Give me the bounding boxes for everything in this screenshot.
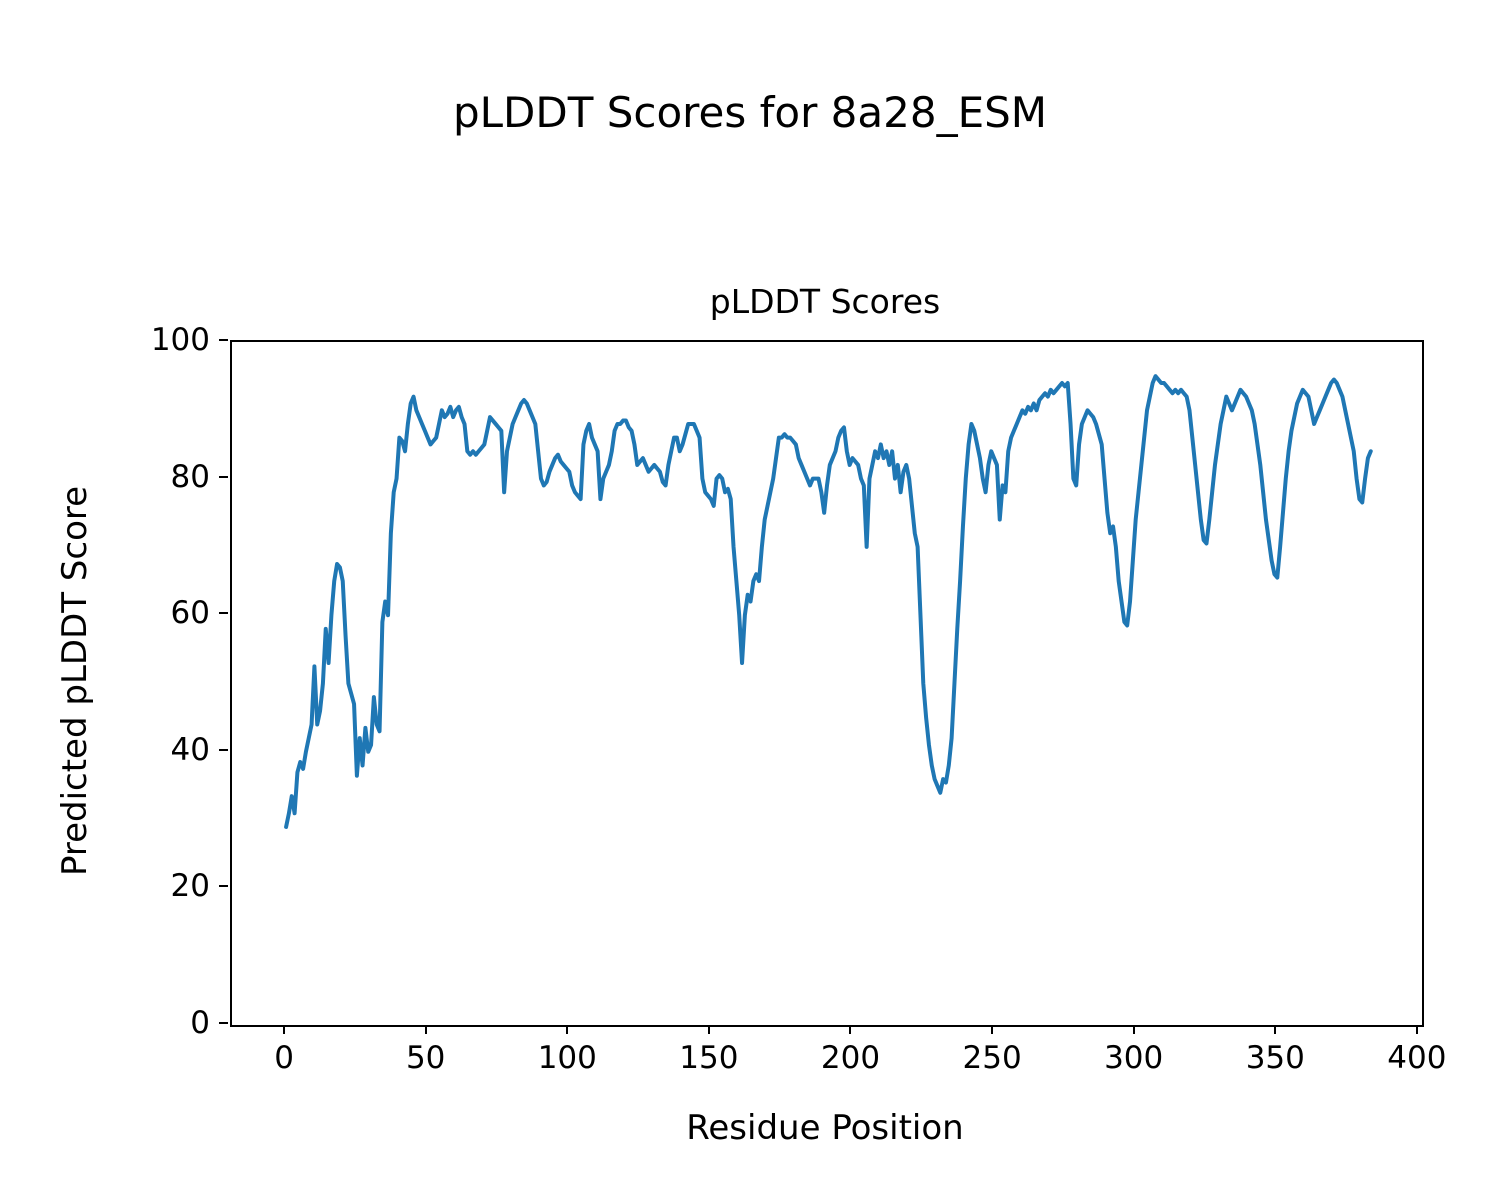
- y-tick-mark: [219, 1022, 228, 1024]
- x-tick-label: 100: [537, 1040, 597, 1076]
- y-tick-mark: [219, 339, 228, 341]
- y-tick-mark: [219, 475, 228, 478]
- y-tick-label: 0: [190, 1005, 210, 1041]
- x-tick-label: 400: [1387, 1040, 1447, 1076]
- plddt-line-svg: [284, 374, 1373, 829]
- y-tick-mark: [219, 748, 228, 751]
- y-tick-label: 60: [170, 595, 210, 632]
- y-tick-label: 40: [170, 731, 210, 768]
- x-tick-label: 300: [1104, 1040, 1164, 1076]
- x-tick-label: 150: [679, 1040, 739, 1076]
- x-tick-label: 0: [274, 1040, 294, 1076]
- figure-suptitle: pLDDT Scores for 8a28_ESM: [452, 88, 1048, 137]
- y-axis-label: Predicted pLDDT Score: [55, 485, 95, 877]
- x-tick-label: 50: [405, 1040, 446, 1076]
- x-axis-label: Residue Position: [686, 1108, 964, 1148]
- y-tick-label: 100: [150, 322, 210, 358]
- axes-title: pLDDT Scores: [709, 282, 941, 321]
- y-tick-label: 20: [170, 868, 210, 905]
- x-tick-label: 200: [820, 1040, 881, 1076]
- plot-area: [230, 340, 1424, 1027]
- y-tick-mark: [219, 885, 228, 888]
- y-tick-mark: [219, 612, 228, 615]
- plddt-line: [284, 374, 1373, 829]
- y-tick-label: 80: [170, 458, 210, 495]
- x-tick-label: 350: [1245, 1040, 1305, 1076]
- x-tick-label: 250: [962, 1040, 1022, 1076]
